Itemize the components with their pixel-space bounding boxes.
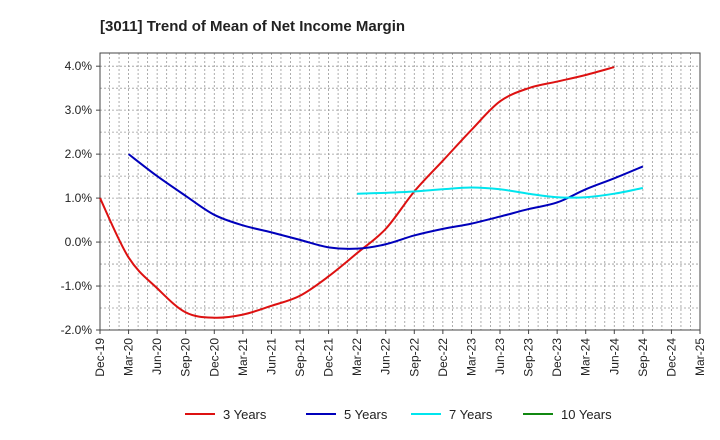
y-tick-label: 4.0% xyxy=(65,59,93,73)
legend-label-5-years: 5 Years xyxy=(344,407,388,422)
chart-title: [3011] Trend of Mean of Net Income Margi… xyxy=(100,18,405,35)
x-tick-label: Jun-20 xyxy=(150,338,164,375)
x-tick-label: Jun-22 xyxy=(379,338,393,375)
x-tick-label: Jun-23 xyxy=(493,338,507,375)
x-tick-label: Dec-20 xyxy=(207,338,221,377)
x-tick-label: Dec-19 xyxy=(93,338,107,377)
legend-label-10-years: 10 Years xyxy=(561,407,612,422)
y-tick-label: 1.0% xyxy=(65,191,93,205)
x-tick-label: Dec-22 xyxy=(436,338,450,377)
y-tick-label: 3.0% xyxy=(65,103,93,117)
y-tick-label: 2.0% xyxy=(65,147,93,161)
x-tick-label: Mar-23 xyxy=(464,338,478,376)
x-tick-label: Mar-21 xyxy=(236,338,250,376)
x-tick-label: Mar-22 xyxy=(350,338,364,376)
x-tick-label: Sep-24 xyxy=(636,338,650,377)
series-line-7-years xyxy=(357,186,644,199)
y-tick-label: 0.0% xyxy=(65,235,93,249)
legend: 3 Years 5 Years 7 Years 10 Years xyxy=(185,407,612,422)
x-tick-label: Mar-24 xyxy=(579,338,593,376)
x-tick-label: Mar-20 xyxy=(122,338,136,376)
x-tick-label: Mar-25 xyxy=(693,338,707,376)
x-tick-label: Dec-24 xyxy=(664,338,678,377)
y-tick-label: -1.0% xyxy=(61,279,93,293)
x-tick-label: Sep-20 xyxy=(179,338,193,377)
x-tick-label: Dec-23 xyxy=(550,338,564,377)
legend-label-3-years: 3 Years xyxy=(223,407,267,422)
y-tick-label: -2.0% xyxy=(61,323,93,337)
series-line-3-years xyxy=(99,66,615,319)
plot-border xyxy=(99,52,701,331)
series-line-5-years xyxy=(127,153,644,250)
x-tick-label: Jun-21 xyxy=(264,338,278,375)
x-tick-label: Dec-21 xyxy=(322,338,336,377)
x-tick-label: Sep-23 xyxy=(522,338,536,377)
legend-label-7-years: 7 Years xyxy=(449,407,493,422)
x-tick-label: Sep-22 xyxy=(407,338,421,377)
plot-area: 4.0% 3.0% 2.0% 1.0% 0.0% -1.0% -2.0%Dec-19 Mar-… xyxy=(61,52,707,377)
x-tick-label: Sep-21 xyxy=(293,338,307,377)
x-tick-label: Jun-24 xyxy=(607,338,621,375)
